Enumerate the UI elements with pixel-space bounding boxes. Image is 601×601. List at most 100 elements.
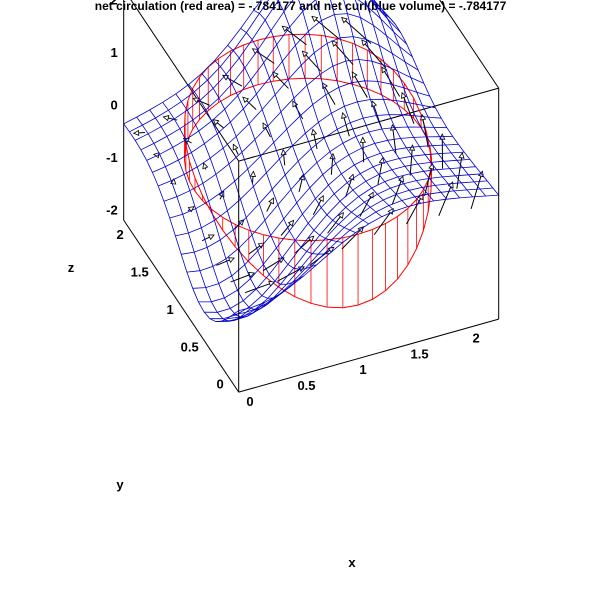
vector-head [341,16,348,24]
circulation-curve [183,33,433,309]
mesh-line [146,0,407,161]
vector-head [262,122,269,130]
mesh-line [169,80,430,219]
vector-shaft [421,114,429,148]
vector-head [359,136,367,143]
mesh-line [343,0,435,202]
mesh-line [201,73,317,270]
x-tick-label: 1 [359,362,366,377]
vector-shaft [401,92,415,124]
vector-head [307,235,315,243]
vector-shaft [381,66,401,97]
vector-shaft [406,193,424,225]
mesh-line [149,109,265,318]
vector-head [132,129,140,137]
mesh-line [158,36,419,187]
vector-head [381,66,388,74]
vector-head [187,206,195,213]
x-tick-label: 0.5 [297,378,315,393]
vector-head [249,170,257,178]
mesh-line [162,102,278,311]
vector-head [192,97,200,104]
z-axis-label: z [68,260,75,275]
vector-shaft [470,171,483,209]
vector-head [351,71,358,79]
mesh-line [198,144,459,303]
vector-head [331,40,339,47]
vector-field [132,15,484,294]
box-edge [439,0,500,89]
bounding-box-front [123,0,500,393]
vector-head [272,71,279,79]
mesh-line [277,0,382,218]
vector-head [227,257,235,264]
mesh-line [298,0,395,212]
vector-head [310,128,318,136]
vector-head [311,15,319,23]
vector-head [401,91,407,99]
mesh-line [371,0,474,198]
vector-head [327,246,335,254]
box-edge [238,87,499,162]
y-axis-label: y [116,477,124,492]
y-tick-label: 0.5 [181,339,199,354]
vector-shaft [424,163,434,196]
y-tick-label: 0 [216,377,223,392]
vector-head [242,96,250,104]
vector-head [329,152,336,160]
x-axis-label: x [348,555,356,570]
mesh-line [355,0,448,200]
vector-head [378,156,385,164]
mesh-line [315,0,408,207]
vector-head [337,211,344,219]
vector-head [162,115,170,122]
mesh-line [204,151,465,313]
vector-shaft [311,15,340,40]
x-tick-label: 0 [246,394,253,409]
z-tick-label: 1 [110,45,117,60]
curl-surface-mesh [123,0,500,323]
mesh-line [370,0,487,197]
vector-head [232,143,239,151]
vector-head [268,197,274,205]
mesh-line [227,45,343,243]
axis-ticks: 0 0.5 1 1.5 2 0 0.5 1 1.5 2 -2 -1 0 1 2 [106,0,480,409]
z-tick-label: 0 [110,98,117,113]
vector-head [458,152,465,159]
mesh-line [163,59,425,202]
mesh-line [253,9,369,225]
box-edge [123,219,240,393]
box-edge [130,0,240,162]
mesh-line [383,13,500,196]
mesh-line [330,0,421,204]
vector-head [361,39,368,47]
vector-head [318,195,324,203]
y-tick-label: 1 [166,302,173,317]
mesh-line [214,60,330,255]
x-tick-label: 1.5 [411,346,429,361]
mesh-line [136,116,252,322]
mesh-line [175,93,291,299]
box-edge [238,318,499,393]
vector-head [287,219,295,227]
mesh-line [192,136,453,289]
y-tick-label: 1.5 [131,265,149,280]
z-tick-label: -2 [106,203,118,218]
vector-head [207,234,215,241]
mesh-line [364,0,461,199]
vector-head [281,25,289,33]
z-tick-label: 2 [110,0,117,8]
vector-head [367,191,374,199]
bounding-box-back [130,0,499,162]
y-tick-label: 2 [116,227,123,242]
vector-head [212,119,220,126]
z-tick-label: -1 [106,150,118,165]
vector-head [348,173,355,181]
vector-shaft [361,39,386,69]
mesh-line [188,84,304,285]
vector-head [341,112,348,119]
mesh-line [123,123,239,323]
mesh-line [240,28,356,233]
vector-head [301,50,309,58]
